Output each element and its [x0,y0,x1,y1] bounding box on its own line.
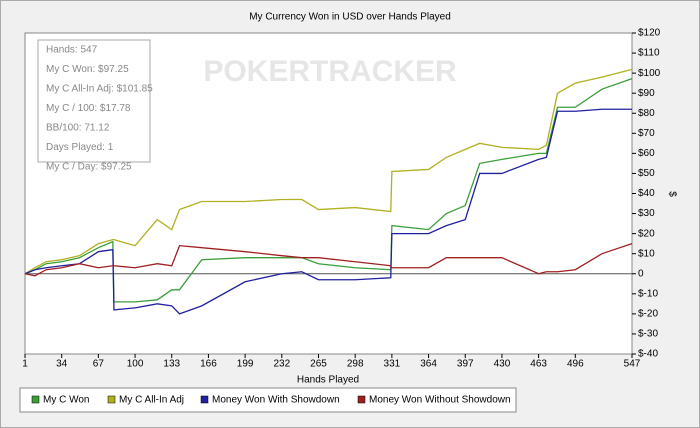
y-tick-label: $-20 [638,309,658,320]
x-tick-label: 100 [127,359,144,370]
y-tick-label: $-40 [638,349,658,360]
x-tick-label: 298 [347,359,364,370]
x-tick-label: 1 [22,359,28,370]
y-tick-label: $30 [638,208,655,219]
x-tick-label: 67 [93,359,105,370]
stat-line: My C / 100: $17.78 [46,103,131,114]
x-tick-label: 331 [384,359,401,370]
x-tick-label: 397 [457,359,474,370]
chart-title: My Currency Won in USD over Hands Played [249,12,451,23]
legend [19,387,517,413]
series-line [24,108,632,315]
y-tick-label: $90 [638,88,655,99]
watermark: POKERTRACKER [203,55,457,88]
x-tick-label: 364 [420,359,437,370]
x-tick-label: 547 [624,359,641,370]
stat-line: My C / Day: $97.25 [46,162,132,173]
legend-swatch [357,395,366,404]
stat-line: My C All-In Adj: $101.85 [46,84,153,95]
y-tick-label: $-10 [638,288,658,299]
x-tick-label: 133 [163,359,180,370]
x-tick-label: 463 [530,359,547,370]
x-tick-label: 34 [56,359,68,370]
y-tick-label: $20 [638,228,655,239]
stat-line: Hands: 547 [46,45,98,56]
y-tick-label: 0 [638,268,644,279]
x-tick-label: 166 [200,359,217,370]
stat-line: BB/100: 71.12 [46,123,110,134]
series-line [24,68,633,275]
x-tick-label: 199 [237,359,254,370]
y-axis-label: $ [666,191,677,197]
legend-label: Money Won With Showdown [212,395,340,406]
legend-swatch [200,395,209,404]
stats-box [37,39,151,163]
y-tick-label: $60 [638,148,655,159]
x-tick-label: 265 [310,359,327,370]
y-tick-label: $70 [638,128,655,139]
x-tick-label: 430 [494,359,511,370]
y-tick-label: $100 [638,68,661,79]
series-line [24,243,633,277]
y-tick-label: $80 [638,108,655,119]
legend-label: Money Won Without Showdown [369,395,511,406]
legend-swatch [31,395,40,404]
y-tick-label: $10 [638,248,655,259]
stat-line: Days Played: 1 [46,142,114,153]
y-tick-label: $50 [638,168,655,179]
x-tick-label: 232 [273,359,290,370]
legend-label: My C Won [43,395,90,406]
y-tick-label: $120 [638,28,661,39]
y-tick-label: $40 [638,188,655,199]
x-axis-label: Hands Played [297,375,359,386]
stat-line: My C Won: $97.25 [46,64,129,75]
y-tick-label: $110 [638,48,660,59]
x-tick-label: 496 [567,359,584,370]
y-tick-label: $-30 [638,329,658,340]
legend-swatch [107,395,116,404]
legend-label: My C All-In Adj [119,395,184,406]
